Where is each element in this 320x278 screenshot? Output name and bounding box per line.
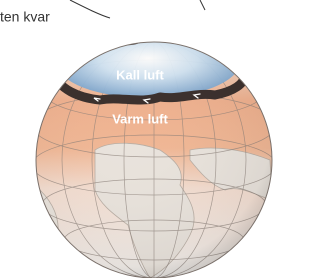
cold-air-label: Kall luft: [116, 67, 164, 82]
warm-air-label: Varm luft: [112, 111, 168, 126]
globe-illustration: ten kvar Kall luft Varm luft: [0, 0, 277, 278]
caption-fragment: ten kvar: [0, 9, 50, 25]
pointer: [70, 0, 110, 18]
pointer: [200, 0, 205, 10]
page: ten kvar Kall luft Varm luft (() => { co…: [0, 0, 277, 278]
